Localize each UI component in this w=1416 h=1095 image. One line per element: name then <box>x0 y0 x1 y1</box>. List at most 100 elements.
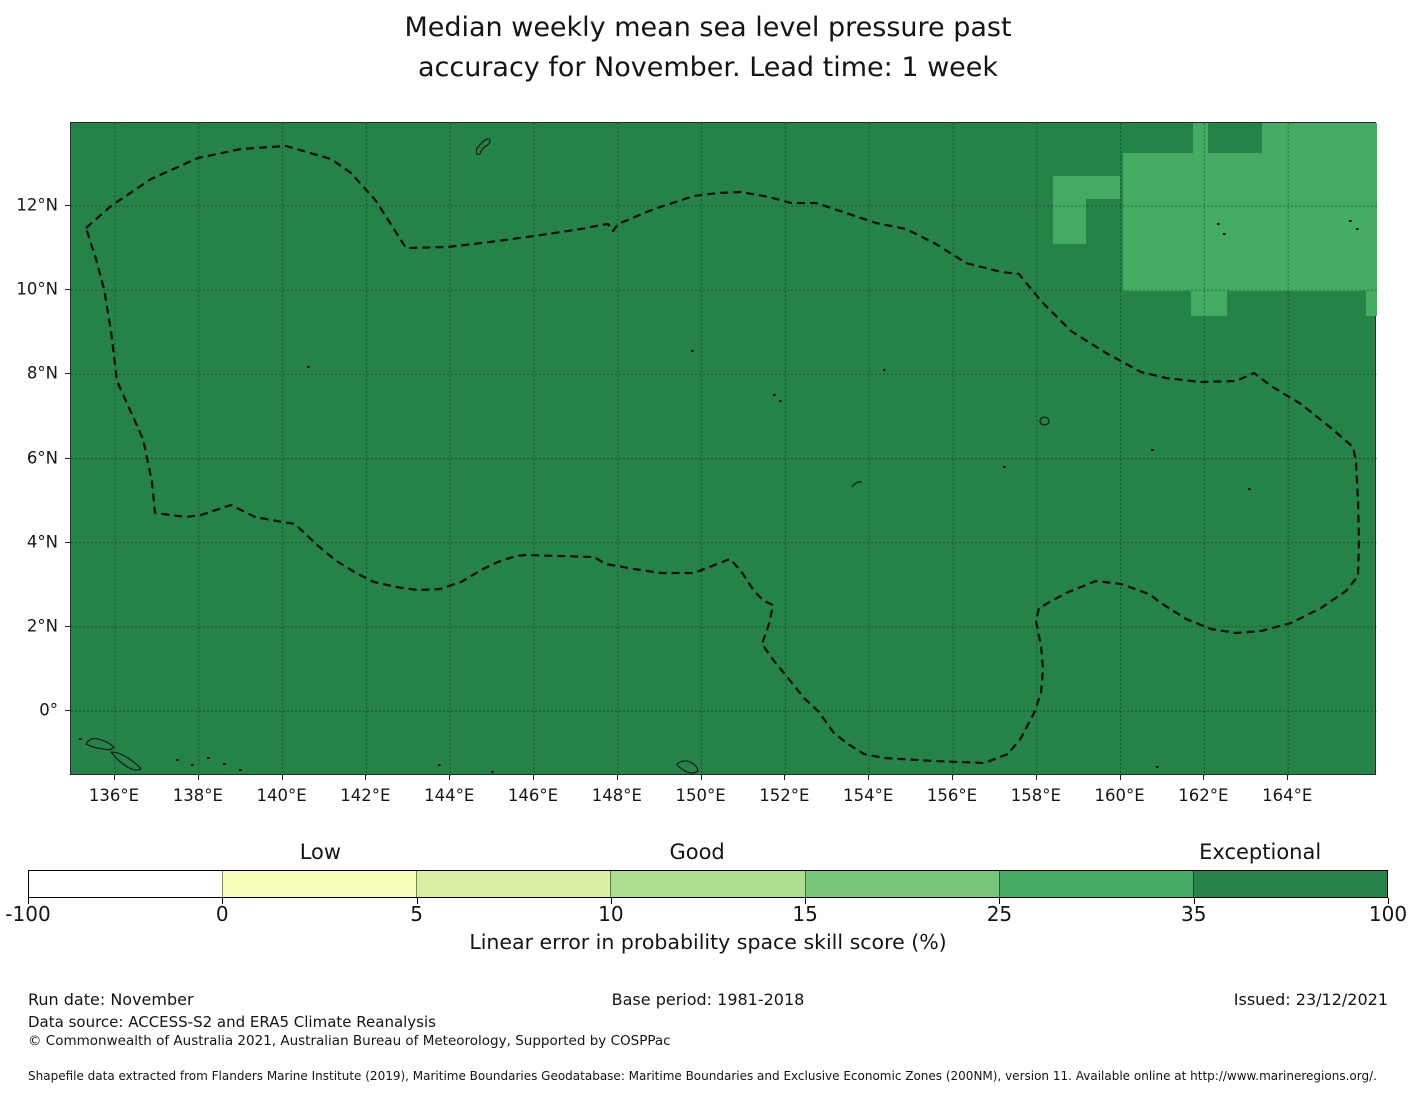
x-axis-tickmark <box>952 775 953 780</box>
x-axis-tickmark <box>1119 775 1121 780</box>
skill-patch-25-35 <box>1193 123 1208 153</box>
colorbar-tickmark <box>416 898 418 904</box>
skill-patch-25-35 <box>1366 291 1377 316</box>
x-axis-tickmark <box>784 775 786 780</box>
colorbar-tickmark <box>999 898 1001 904</box>
x-tick-label: 160°E <box>1094 786 1145 805</box>
skill-patch-25-35 <box>1053 199 1086 244</box>
colorbar-segment-35-to-100 <box>1192 871 1387 897</box>
x-tick-label: 138°E <box>172 786 223 805</box>
x-axis-tickmark <box>281 775 283 780</box>
skill-patch-25-35 <box>1262 123 1377 153</box>
y-tick-label: 10°N <box>16 279 58 299</box>
footer-run-date: Run date: November <box>28 990 194 1009</box>
x-tick-label: 150°E <box>675 786 726 805</box>
x-tick-label: 156°E <box>926 786 978 805</box>
islet-dot <box>1248 488 1251 490</box>
islet-dot <box>223 763 226 765</box>
colorbar-tick-label: 10 <box>598 902 624 926</box>
x-tick-label: 136°E <box>88 786 140 805</box>
colorbar <box>28 870 1388 898</box>
footer-base-period: Base period: 1981-2018 <box>611 990 805 1009</box>
x-axis-tickmark <box>700 775 702 780</box>
x-tick-label: 154°E <box>843 786 894 805</box>
colorbar-tickmark <box>1193 898 1195 904</box>
y-tick-label: 8°N <box>26 363 58 383</box>
colorbar-category-low: Low <box>299 840 342 864</box>
islet-dot <box>691 350 694 352</box>
chart-title: Median weekly mean sea level pressure pa… <box>0 8 1416 88</box>
colorbar-tick-label: 35 <box>1180 902 1207 926</box>
skill-patch-25-35 <box>1191 291 1227 316</box>
skill-patch-25-35 <box>1053 176 1120 199</box>
islet-dot <box>191 764 194 766</box>
islet-dot <box>1003 466 1006 468</box>
x-axis-tickmark <box>533 775 534 780</box>
y-axis-tickmark <box>65 289 70 291</box>
colorbar-tick-label: 100 <box>1368 902 1408 926</box>
y-axis-tickmark <box>65 710 70 712</box>
y-tick-label: 12°N <box>16 195 58 215</box>
colorbar-tick-label: 5 <box>410 902 423 926</box>
x-axis-tickmark <box>616 775 618 780</box>
colorbar-segment-25-to-35 <box>998 871 1193 897</box>
islet-dot <box>1217 223 1220 225</box>
island-outline-bougainville <box>109 751 142 771</box>
colorbar-tickmark <box>805 898 807 904</box>
islet-dot <box>1223 233 1226 235</box>
footer-copyright: © Commonwealth of Australia 2021, Austra… <box>28 1033 671 1049</box>
islet-dot <box>1156 766 1159 768</box>
island-outline-south-island-group <box>676 760 699 774</box>
y-axis-tickmark <box>65 541 70 543</box>
colorbar-category-exceptional: Exceptional <box>1199 840 1322 864</box>
x-axis-tickmark <box>197 775 199 780</box>
islet-dot <box>779 400 782 402</box>
x-tick-label: 140°E <box>256 786 307 805</box>
islet-dot <box>883 369 886 371</box>
colorbar-tickmark <box>28 898 29 904</box>
x-tick-label: 158°E <box>1010 786 1061 805</box>
y-axis-tickmark <box>65 625 70 627</box>
x-axis-tickmark <box>365 775 367 780</box>
y-axis-tickmark <box>65 457 70 459</box>
island-outline-atoll-ring <box>1039 416 1050 426</box>
islet-dot <box>1349 220 1352 222</box>
y-axis-tickmark <box>65 205 70 206</box>
x-tick-label: 144°E <box>424 786 475 805</box>
skill-patch-25-35 <box>1123 153 1377 291</box>
colorbar-segment-0-to-5 <box>222 871 417 897</box>
colorbar-tick-label: -100 <box>5 902 51 926</box>
colorbar-tickmark <box>610 898 612 904</box>
x-axis-tickmark <box>1287 775 1289 780</box>
footer-issued-date: Issued: 23/12/2021 <box>1233 990 1388 1009</box>
footer-data-source: Data source: ACCESS-S2 and ERA5 Climate … <box>28 1013 436 1031</box>
eez-boundary-dashed <box>84 144 1361 765</box>
x-axis-tickmark <box>114 775 115 780</box>
x-tick-label: 152°E <box>759 786 810 805</box>
y-tick-label: 6°N <box>26 448 58 467</box>
islet-dot <box>176 759 179 761</box>
x-tick-label: 164°E <box>1262 786 1313 805</box>
islet-dot <box>79 738 82 740</box>
colorbar-tickmark <box>1388 898 1389 904</box>
islet-dot <box>239 769 242 771</box>
islet-dot <box>207 757 210 759</box>
eez-skill-map <box>71 123 1377 776</box>
y-tick-label: 4°N <box>26 532 58 552</box>
islet-dot <box>1151 449 1154 451</box>
islet-dot <box>307 366 310 368</box>
y-axis-tickmark <box>65 373 70 375</box>
chart-title-line1: Median weekly mean sea level pressure pa… <box>404 12 1012 43</box>
island-outline-guam <box>475 138 491 156</box>
islet-dot <box>1356 228 1359 230</box>
colorbar-segment-10-to-15 <box>610 871 805 897</box>
colorbar-segment-15-to-25 <box>804 871 999 897</box>
colorbar-axis-label: Linear error in probability space skill … <box>469 930 947 954</box>
colorbar-tick-label: 0 <box>215 902 229 926</box>
colorbar-tick-label: 25 <box>986 902 1013 926</box>
x-tick-label: 162°E <box>1178 786 1229 805</box>
y-tick-label: 2°N <box>26 616 58 636</box>
islet-dot <box>491 771 494 773</box>
island-outline-reef-arc <box>851 481 863 488</box>
